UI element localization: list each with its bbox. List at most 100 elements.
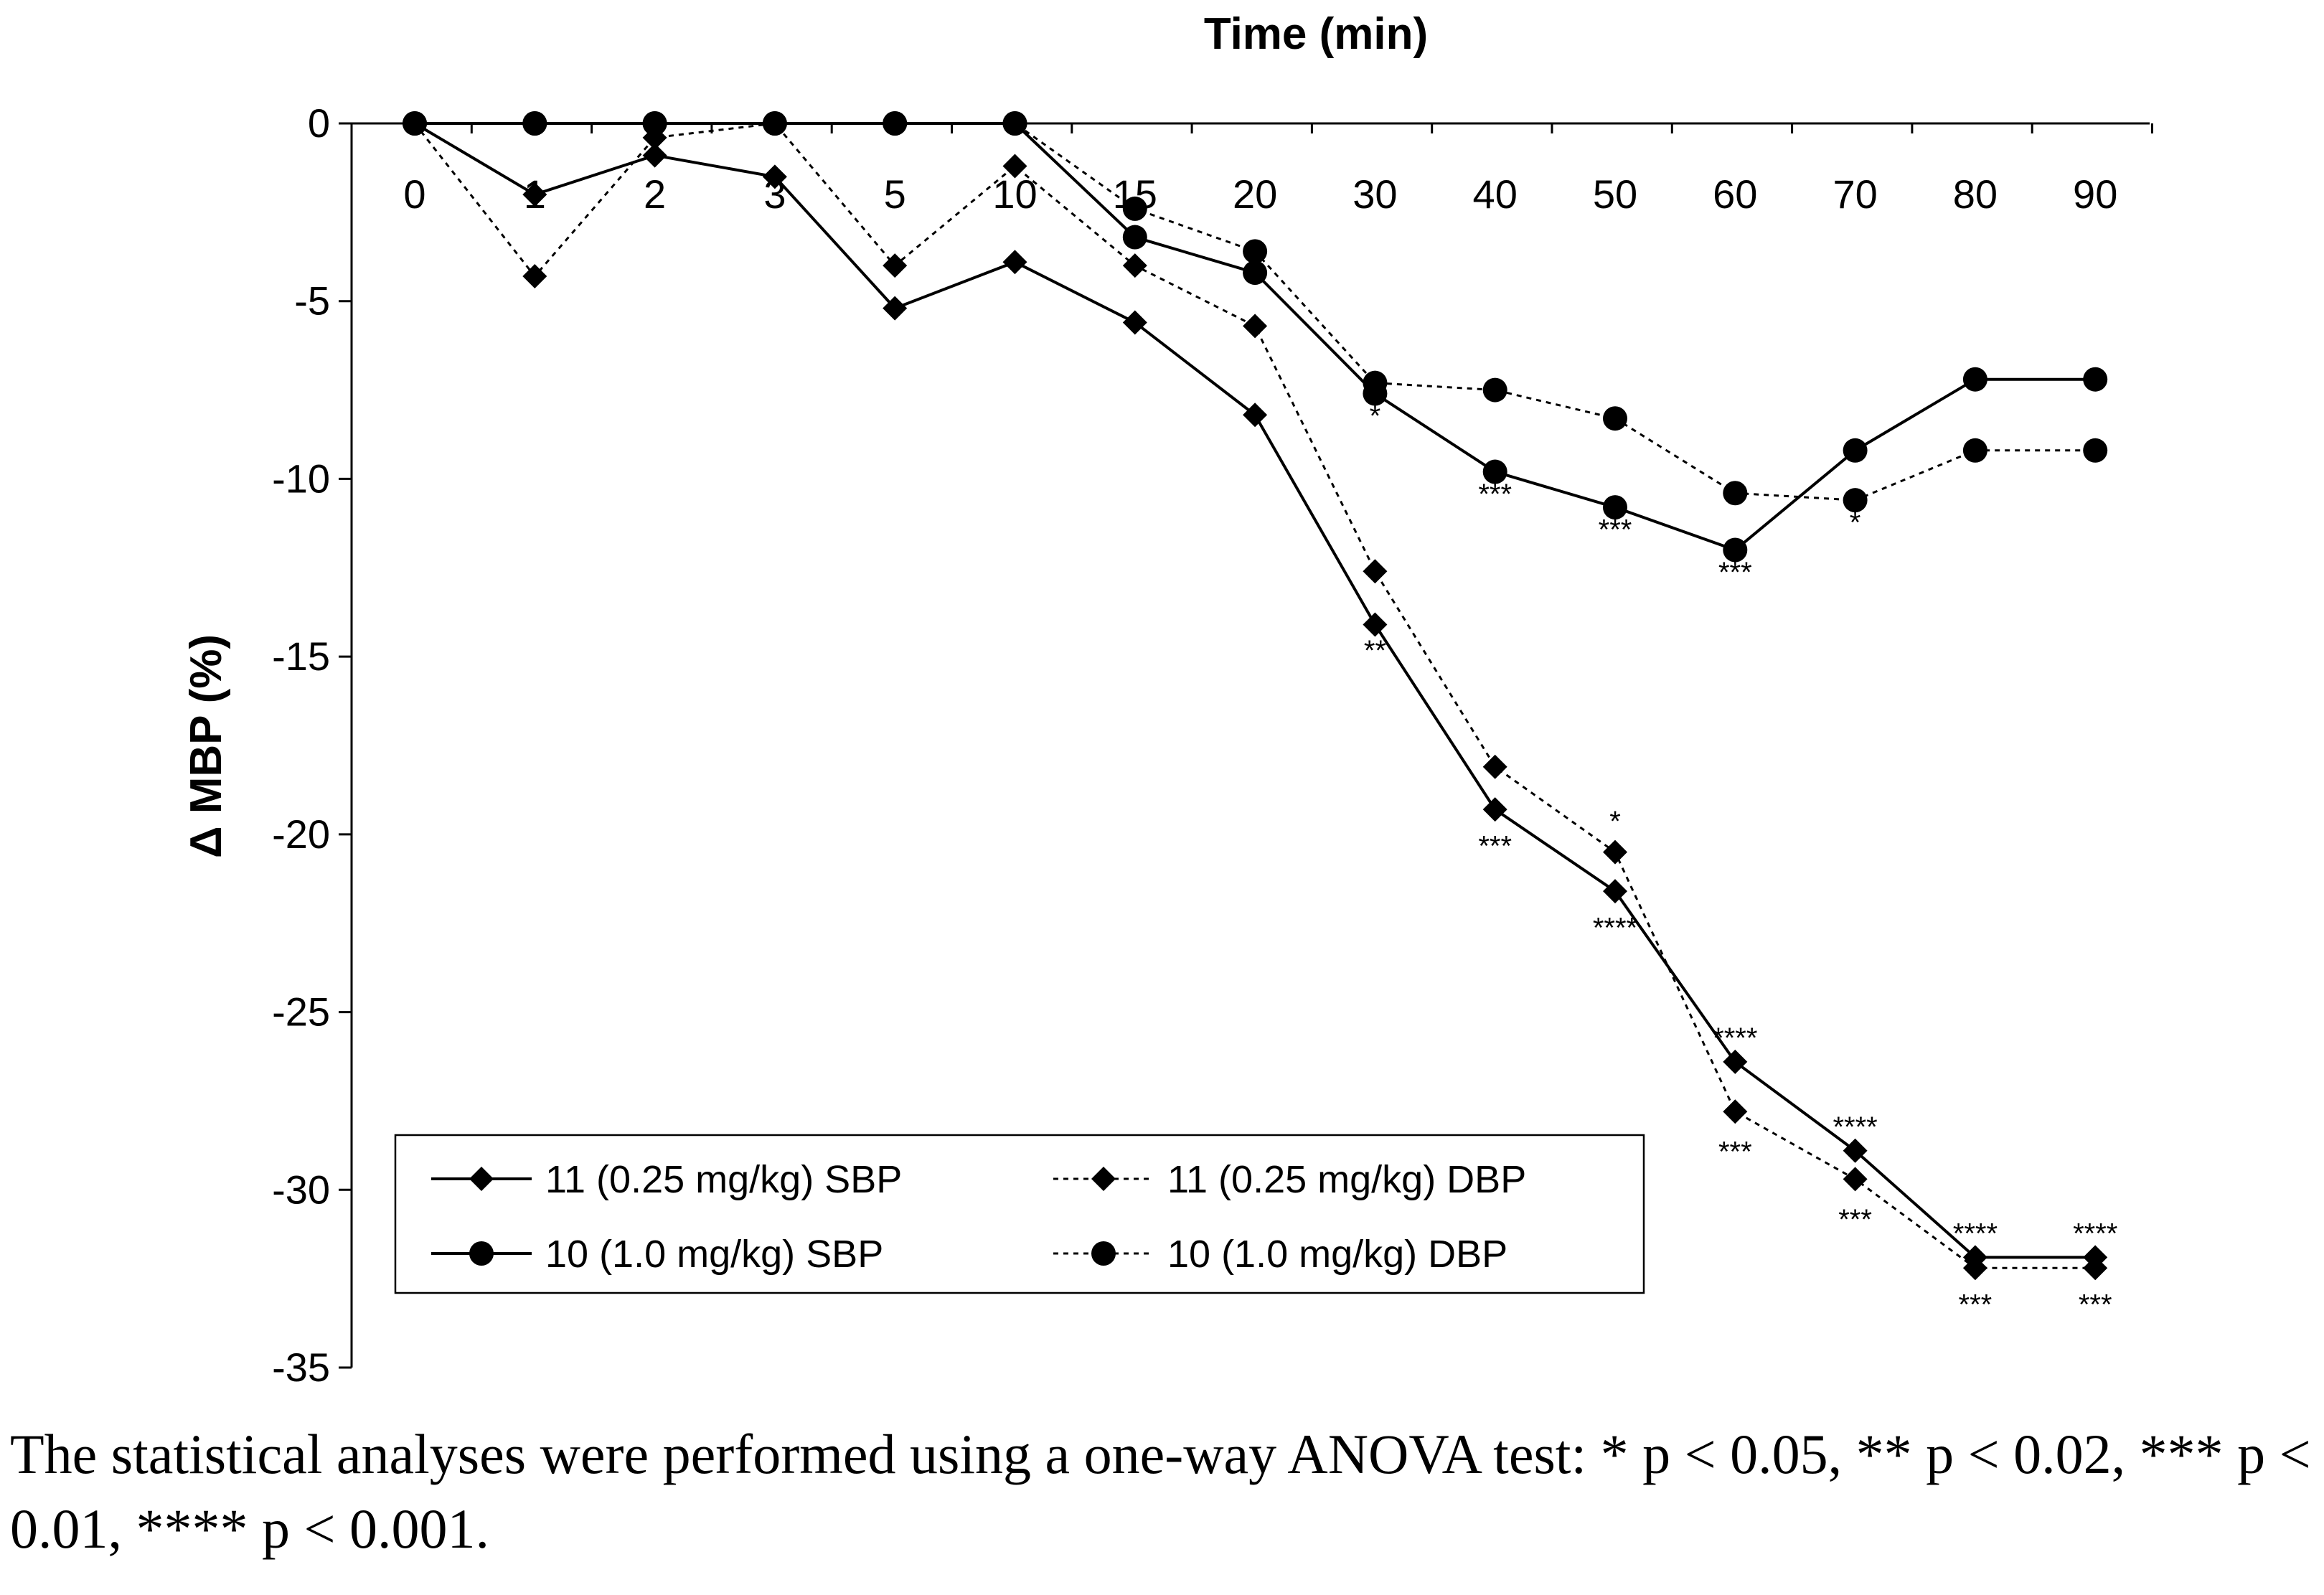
legend-label: 10 (1.0 mg/kg) SBP bbox=[545, 1233, 883, 1276]
series-layer bbox=[403, 111, 2108, 1281]
data-point bbox=[1002, 154, 1027, 179]
y-tick-label: -15 bbox=[272, 634, 330, 679]
legend-item: 10 (1.0 mg/kg) SBP bbox=[431, 1233, 883, 1276]
x-tick-label: 60 bbox=[1713, 171, 1757, 217]
x-tick-label: 70 bbox=[1833, 171, 1877, 217]
significance-label: *** bbox=[1599, 514, 1632, 546]
data-point bbox=[522, 111, 547, 136]
x-tick-label: 50 bbox=[1593, 171, 1637, 217]
significance-label: * bbox=[1370, 400, 1381, 432]
significance-annotations: *********************************** **** *… bbox=[1364, 400, 2118, 1321]
significance-label: **** bbox=[1833, 1111, 1877, 1143]
legend-label: 11 (0.25 mg/kg) SBP bbox=[545, 1158, 902, 1201]
data-point bbox=[1603, 879, 1627, 904]
series-line bbox=[413, 122, 2096, 1259]
data-point bbox=[1962, 438, 1987, 463]
x-tick-label: 20 bbox=[1233, 171, 1277, 217]
significance-label: * bbox=[1850, 507, 1861, 539]
figure-caption: The statistical analyses were performed … bbox=[10, 1423, 2324, 1560]
legend-marker bbox=[469, 1241, 494, 1266]
x-axis-title: Time (min) bbox=[1204, 9, 1428, 59]
data-point bbox=[1843, 488, 1868, 513]
x-tick-label: 5 bbox=[884, 171, 906, 217]
data-point bbox=[1243, 260, 1268, 286]
y-tick-label: -25 bbox=[272, 989, 330, 1035]
y-tick-label: 0 bbox=[308, 100, 330, 146]
significance-label: *** bbox=[1478, 479, 1512, 510]
significance-label: *** bbox=[1718, 557, 1752, 588]
x-tick-label: 90 bbox=[2073, 171, 2117, 217]
data-point bbox=[1002, 111, 1027, 136]
series-0 bbox=[403, 111, 2108, 1270]
y-tick-label: -20 bbox=[272, 811, 330, 857]
series-1 bbox=[403, 111, 2108, 1281]
data-point bbox=[1122, 253, 1147, 278]
data-point bbox=[762, 164, 787, 189]
significance-label: ** bbox=[1364, 635, 1386, 667]
data-point bbox=[1603, 406, 1627, 431]
significance-label: *** bbox=[1838, 1204, 1872, 1236]
legend-item: 11 (0.25 mg/kg) DBP bbox=[1053, 1158, 1526, 1201]
x-axis-ticks: 0123510152030405060708090 bbox=[350, 123, 2153, 217]
data-point bbox=[1962, 1256, 1987, 1281]
significance-label: * bbox=[1609, 806, 1621, 837]
significance-label: *** bbox=[1718, 1137, 1752, 1168]
significance-label: **** bbox=[1593, 913, 1637, 944]
x-tick-label: 10 bbox=[992, 171, 1037, 217]
data-point bbox=[522, 264, 547, 289]
legend: 11 (0.25 mg/kg) SBP 11 (0.25 mg/kg) DBP 10… bbox=[394, 1134, 1645, 1294]
y-axis-ticks: 0 -5 -10 -15 -20 -25 -30 -35 bbox=[272, 100, 352, 1390]
data-point bbox=[1243, 403, 1268, 428]
data-point bbox=[1723, 537, 1748, 563]
data-point bbox=[1243, 314, 1268, 339]
x-tick-label: 40 bbox=[1473, 171, 1518, 217]
data-point bbox=[1843, 1167, 1868, 1192]
significance-label: **** bbox=[1713, 1022, 1757, 1054]
data-point bbox=[762, 111, 787, 136]
data-point bbox=[883, 296, 908, 321]
data-point bbox=[1603, 495, 1627, 520]
legend-item: 11 (0.25 mg/kg) SBP bbox=[431, 1158, 902, 1201]
line-chart: Time (min) Δ MBP (%) 0 -5 -10 -15 -20 -25 -30 -… bbox=[182, 9, 2153, 1390]
data-point bbox=[883, 253, 908, 278]
data-point bbox=[1363, 612, 1388, 637]
data-point bbox=[1482, 459, 1507, 484]
data-point bbox=[1363, 559, 1388, 584]
data-point bbox=[883, 111, 908, 136]
data-point bbox=[1962, 367, 1987, 392]
legend-marker bbox=[1091, 1167, 1116, 1191]
data-point bbox=[1122, 225, 1147, 250]
legend-marker bbox=[1091, 1241, 1116, 1266]
data-point bbox=[1002, 250, 1027, 275]
significance-label: **** bbox=[1953, 1218, 1998, 1250]
y-tick-label: -30 bbox=[272, 1167, 330, 1212]
legend-item: 10 (1.0 mg/kg) DBP bbox=[1053, 1233, 1507, 1276]
series-line bbox=[413, 122, 2096, 1269]
y-tick-label: -5 bbox=[294, 278, 330, 324]
data-point bbox=[1363, 370, 1388, 395]
significance-label: *** bbox=[2079, 1289, 2112, 1321]
data-point bbox=[2083, 438, 2108, 463]
data-point bbox=[1843, 1138, 1868, 1163]
data-point bbox=[2083, 1256, 2108, 1281]
data-point bbox=[2083, 367, 2108, 392]
significance-label: *** bbox=[1959, 1289, 1993, 1321]
data-point bbox=[1723, 1049, 1748, 1074]
y-axis-title: Δ MBP (%) bbox=[182, 634, 231, 858]
legend-marker bbox=[469, 1167, 494, 1191]
significance-label: *** bbox=[1478, 831, 1512, 862]
legend-label: 10 (1.0 mg/kg) DBP bbox=[1167, 1233, 1507, 1276]
data-point bbox=[642, 111, 667, 136]
series-3 bbox=[403, 111, 2108, 513]
legend-label: 11 (0.25 mg/kg) DBP bbox=[1167, 1158, 1526, 1201]
data-point bbox=[1122, 196, 1147, 221]
data-point bbox=[1482, 754, 1507, 779]
x-tick-label: 80 bbox=[1953, 171, 1998, 217]
significance-label: **** bbox=[2073, 1218, 2117, 1250]
x-tick-label: 30 bbox=[1352, 171, 1397, 217]
data-point bbox=[522, 182, 547, 207]
legend-box bbox=[394, 1134, 1645, 1294]
data-point bbox=[1723, 1099, 1748, 1124]
data-point bbox=[1843, 438, 1868, 463]
data-point bbox=[1122, 310, 1147, 335]
